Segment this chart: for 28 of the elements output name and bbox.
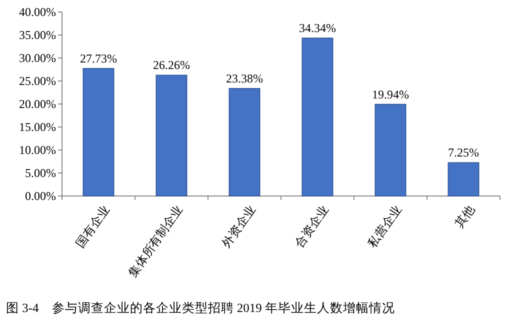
data-label: 27.73% <box>80 51 117 66</box>
data-label: 23.38% <box>226 71 263 86</box>
bar <box>374 104 406 196</box>
bar <box>448 162 480 196</box>
x-tick-label: 外资企业 <box>219 202 258 250</box>
data-label: 19.94% <box>372 87 409 102</box>
text: 图 3-4 参与调查企业的各企业类型招聘 2019 年毕业生人数增幅情况 <box>6 301 396 315</box>
y-tick-label: 0.00% <box>25 189 56 203</box>
bar <box>302 38 334 196</box>
bar <box>156 74 188 196</box>
x-tick-label: 国有企业 <box>73 202 112 250</box>
x-tick-label: 其他 <box>452 202 478 230</box>
bar <box>82 68 114 196</box>
data-label: 26.26% <box>153 58 190 72</box>
y-tick-label: 20.00% <box>19 97 56 111</box>
y-tick-label: 30.00% <box>19 51 56 65</box>
x-tick-label: 合资企业 <box>292 202 332 250</box>
y-tick-label: 15.00% <box>19 120 56 134</box>
x-tick-label: 集体所有制企业 <box>126 202 186 280</box>
y-tick-label: 40.00% <box>19 5 56 19</box>
y-tick-label: 5.00% <box>25 166 56 180</box>
x-tick-label: 私营企业 <box>365 202 404 250</box>
y-tick-label: 25.00% <box>19 74 56 88</box>
y-tick-label: 35.00% <box>19 28 56 42</box>
data-label: 34.34% <box>299 21 336 36</box>
bar <box>228 88 260 196</box>
data-label: 7.25% <box>448 146 479 160</box>
y-tick-label: 10.00% <box>19 143 56 157</box>
